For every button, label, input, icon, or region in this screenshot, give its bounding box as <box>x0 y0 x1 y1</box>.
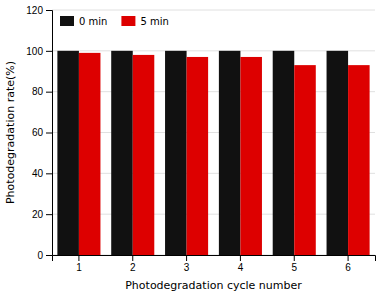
legend-item: 5 min <box>121 16 168 27</box>
y-tick: 100 <box>26 46 52 57</box>
legend: 0 min 5 min <box>60 16 169 27</box>
x-tick-label: 6 <box>345 262 351 273</box>
y-axis: 0 20 40 60 80 100 120 <box>26 5 52 261</box>
y-tick-mark <box>46 10 52 11</box>
x-tick: 5 <box>291 255 297 273</box>
x-tick-label: 1 <box>76 262 82 273</box>
bars <box>57 51 369 255</box>
grid <box>52 10 375 255</box>
x-tick-label: 3 <box>184 262 190 273</box>
grid-line <box>52 10 375 11</box>
x-tick-mark <box>348 255 349 261</box>
bar <box>327 51 349 255</box>
y-tick-mark <box>46 173 52 174</box>
bar <box>187 57 209 255</box>
plot-area: 1234560204060801001200 min5 min <box>26 5 375 273</box>
legend-label: 0 min <box>79 16 107 27</box>
x-tick-label: 2 <box>130 262 136 273</box>
x-tick-mark <box>294 255 295 261</box>
bar <box>348 65 370 255</box>
y-tick: 0 <box>37 250 52 261</box>
y-axis-line <box>46 11 53 256</box>
y-tick-label: 80 <box>32 86 44 97</box>
bar <box>133 55 155 255</box>
y-tick-label: 100 <box>26 46 43 57</box>
y-tick-mark <box>46 92 52 93</box>
legend-swatch <box>121 16 135 26</box>
bar <box>165 51 187 255</box>
bar <box>294 65 316 255</box>
y-tick: 80 <box>32 86 52 97</box>
x-axis-line <box>53 256 376 262</box>
bar-series <box>57 51 348 255</box>
chart-container: 1234560204060801001200 min5 minPhotodegr… <box>0 0 387 297</box>
x-axis-title: Photodegradation cycle number <box>125 279 302 292</box>
x-tick: 6 <box>345 255 351 273</box>
x-tick-mark <box>240 255 241 261</box>
y-tick-mark <box>46 51 52 52</box>
x-tick-mark <box>132 255 133 261</box>
x-tick-mark <box>186 255 187 261</box>
legend-swatch <box>60 16 74 26</box>
x-tick-mark <box>78 255 79 261</box>
y-tick-label: 120 <box>26 5 43 16</box>
y-tick: 20 <box>32 209 52 220</box>
bar <box>240 57 262 255</box>
y-tick: 120 <box>26 5 52 16</box>
bar-series <box>79 53 370 255</box>
legend-label: 5 min <box>140 16 168 27</box>
bar <box>111 51 133 255</box>
x-tick: 1 <box>76 255 82 273</box>
legend-item: 0 min <box>60 16 107 27</box>
y-tick: 60 <box>32 127 52 138</box>
bar <box>273 51 295 255</box>
y-tick-label: 40 <box>32 168 44 179</box>
y-tick: 40 <box>32 168 52 179</box>
bar <box>219 51 241 255</box>
x-axis: 1 2 3 4 5 6 <box>53 255 376 273</box>
x-tick-label: 4 <box>238 262 244 273</box>
bar <box>79 53 101 255</box>
y-axis-title: Photodegradation rate(%) <box>4 61 17 204</box>
y-tick-mark <box>46 214 52 215</box>
chart-svg: 1234560204060801001200 min5 minPhotodegr… <box>0 0 387 297</box>
x-tick: 3 <box>184 255 190 273</box>
x-tick-label: 5 <box>291 262 297 273</box>
x-tick: 2 <box>130 255 136 273</box>
x-tick: 4 <box>238 255 244 273</box>
y-tick-label: 0 <box>37 250 43 261</box>
y-tick-label: 60 <box>32 127 44 138</box>
bar <box>57 51 79 255</box>
y-tick-label: 20 <box>32 209 44 220</box>
y-tick-mark <box>46 133 52 134</box>
y-tick-mark <box>46 255 52 256</box>
